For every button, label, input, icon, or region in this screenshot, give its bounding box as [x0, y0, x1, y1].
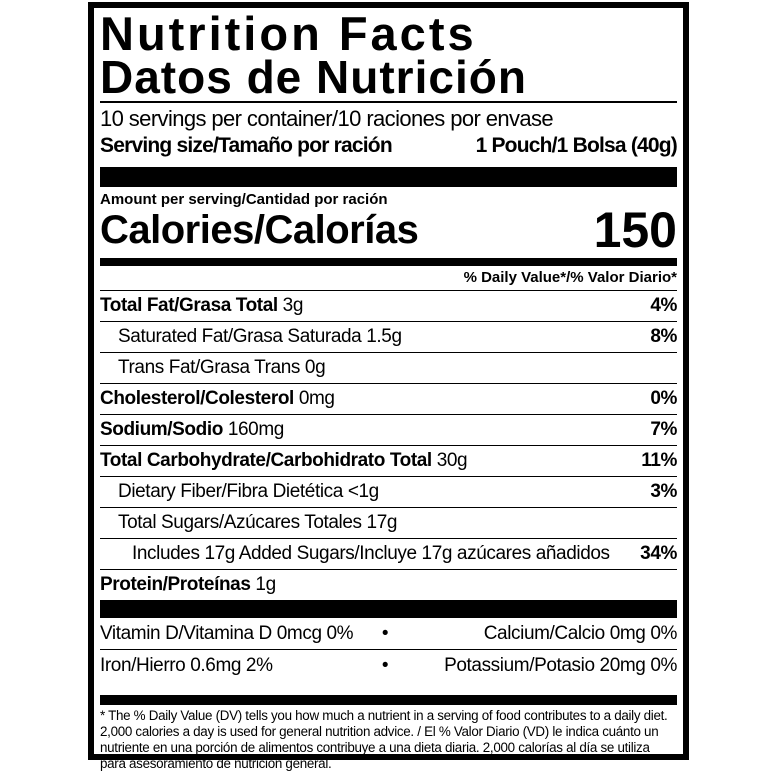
serving-size-value: 1 Pouch/1 Bolsa (40g): [475, 134, 678, 157]
nutrient-list: Total Fat/Grasa Total 3g 4% Saturated Fat/…: [100, 290, 677, 600]
nutrient-row: Trans Fat/Grasa Trans 0g: [100, 352, 677, 383]
nutrient-name-amount: Saturated Fat/Grasa Saturada 1.5g: [100, 322, 402, 352]
nutrient-amount: 0mg: [298, 388, 335, 409]
micronutrient-right: Calcium/Calcio 0mg 0%: [483, 623, 678, 644]
nutrient-amount: 0g: [304, 357, 326, 378]
nutrient-amount: 160mg: [227, 419, 285, 440]
nutrient-name: Trans Fat/Grasa Trans: [118, 357, 301, 378]
micronutrient-left: Iron/Hierro 0.6mg 2%: [100, 655, 273, 676]
nutrient-name: Sodium/Sodio: [100, 419, 223, 440]
nutrient-row: Cholesterol/Colesterol 0mg 0%: [100, 383, 677, 414]
nutrient-row: Total Fat/Grasa Total 3g 4%: [100, 290, 677, 321]
micronutrient-row: Vitamin D/Vitamina D 0mcg 0% • Calcium/Cal…: [100, 618, 677, 649]
nutrient-row: Protein/Proteínas 1g: [100, 569, 677, 600]
thick-divider: [100, 167, 677, 187]
title-es: Datos de Nutrición: [100, 51, 527, 103]
nutrient-daily-value: 11%: [641, 450, 677, 471]
nutrient-amount: 3g: [282, 295, 304, 316]
calories-row: Calories/Calorías 150: [100, 202, 677, 258]
thick-divider: [100, 600, 677, 618]
nutrient-name-amount: Trans Fat/Grasa Trans 0g: [100, 353, 326, 383]
nutrient-daily-value: 0%: [650, 388, 677, 409]
nutrient-name: Cholesterol/Colesterol: [100, 388, 294, 409]
nutrient-amount: 1g: [255, 574, 276, 595]
nutrient-row: Total Sugars/Azúcares Totales 17g: [100, 507, 677, 538]
nutrition-facts-label: Nutrition Facts Datos de Nutrición 10 se…: [88, 2, 689, 771]
nutrient-name: Includes 17g Added Sugars/Incluye 17g az…: [132, 543, 610, 564]
nutrient-daily-value: 7%: [650, 419, 677, 440]
nutrient-name: Dietary Fiber/Fibra Dietética: [118, 481, 343, 502]
nutrient-name: Total Sugars/Azúcares Totales: [118, 512, 362, 533]
nutrient-name: Saturated Fat/Grasa Saturada: [118, 326, 362, 347]
nutrient-name-amount: Protein/Proteínas 1g: [100, 570, 276, 600]
medium-divider: [100, 258, 677, 266]
nutrient-name-amount: Dietary Fiber/Fibra Dietética <1g: [100, 477, 379, 507]
micronutrient-left: Vitamin D/Vitamina D 0mcg 0%: [100, 623, 354, 644]
nutrient-name-amount: Total Sugars/Azúcares Totales 17g: [100, 508, 397, 538]
nutrient-amount: 17g: [366, 512, 398, 533]
nutrient-name-amount: Cholesterol/Colesterol 0mg: [100, 384, 335, 414]
title-en: Nutrition Facts: [100, 7, 477, 60]
medium-divider: [100, 695, 677, 705]
daily-value-header: % Daily Value*/% Valor Diario*: [463, 269, 677, 286]
nutrient-daily-value: 3%: [650, 481, 677, 502]
nutrient-row: Total Carbohydrate/Carbohidrato Total 30…: [100, 445, 677, 476]
nutrient-daily-value: 34%: [640, 543, 677, 564]
footnote: * The % Daily Value (DV) tells you how m…: [100, 708, 668, 771]
nutrient-daily-value: 4%: [650, 295, 677, 316]
amount-per-serving: Amount per serving/Cantidad por ración: [100, 191, 388, 208]
bullet-separator: •: [381, 655, 389, 676]
micronutrient-row: Iron/Hierro 0.6mg 2% • Potassium/Potasio 2…: [100, 649, 677, 681]
micronutrient-list: Vitamin D/Vitamina D 0mcg 0% • Calcium/Cal…: [100, 618, 677, 681]
calories-label: Calories/Calorías: [100, 208, 419, 252]
serving-size: Serving size/Tamaño por ración 1 Pouch/1…: [100, 132, 678, 160]
nutrient-row: Saturated Fat/Grasa Saturada 1.5g 8%: [100, 321, 677, 352]
nutrient-name-amount: Total Fat/Grasa Total 3g: [100, 291, 303, 321]
servings-per-container: 10 servings per container/10 raciones po…: [100, 106, 554, 131]
nutrient-row: Dietary Fiber/Fibra Dietética <1g 3%: [100, 476, 677, 507]
nutrient-name-amount: Total Carbohydrate/Carbohidrato Total 30…: [100, 446, 468, 476]
nutrient-name: Total Fat/Grasa Total: [100, 295, 278, 316]
divider: [100, 101, 677, 103]
nutrient-name: Protein/Proteínas: [100, 574, 251, 595]
nutrient-row: Includes 17g Added Sugars/Incluye 17g az…: [100, 538, 677, 569]
nutrient-name-amount: Sodium/Sodio 160mg: [100, 415, 284, 445]
serving-size-label: Serving size/Tamaño por ración: [100, 134, 393, 157]
nutrient-amount: <1g: [347, 481, 379, 502]
nutrient-name-amount: Includes 17g Added Sugars/Incluye 17g az…: [100, 539, 610, 569]
nutrient-name: Total Carbohydrate/Carbohidrato Total: [100, 450, 432, 471]
calories-value: 150: [593, 202, 677, 258]
nutrient-row: Sodium/Sodio 160mg 7%: [100, 414, 677, 445]
bullet-separator: •: [381, 623, 389, 644]
nutrient-daily-value: 8%: [650, 326, 677, 347]
nutrient-amount: 1.5g: [366, 326, 402, 347]
micronutrient-right: Potassium/Potasio 20mg 0%: [444, 655, 677, 676]
nutrient-amount: 30g: [436, 450, 468, 471]
